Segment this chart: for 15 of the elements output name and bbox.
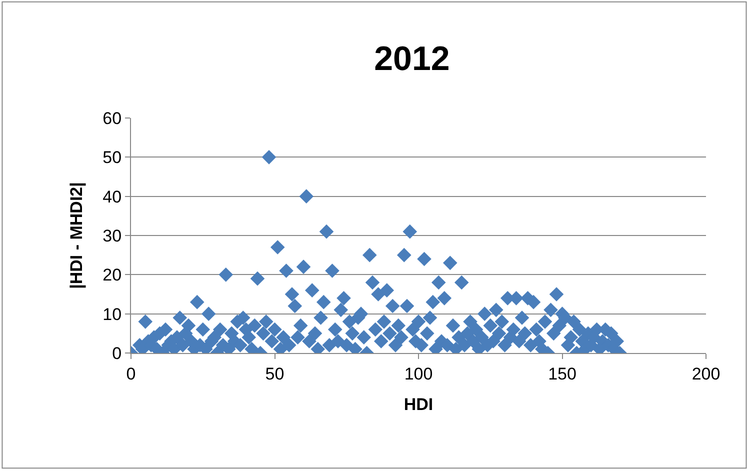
x-tick-label: 0	[126, 364, 136, 384]
y-tick-label: 50	[102, 148, 122, 168]
x-tick-label: 200	[692, 364, 720, 384]
x-axis-title: HDI	[404, 394, 434, 414]
y-axis-title: |HDI - MHDI2|	[67, 182, 86, 289]
y-tick-label: 40	[102, 187, 122, 206]
y-tick-label: 10	[102, 304, 122, 324]
x-tick-label: 50	[265, 364, 284, 384]
chart-title: 2012	[374, 40, 450, 78]
x-tick-label: 100	[404, 364, 433, 384]
y-tick-label: 30	[102, 226, 122, 246]
x-tick-label: 150	[548, 364, 576, 384]
y-tick-label: 60	[102, 108, 122, 128]
y-tick-label: 20	[102, 266, 122, 285]
y-tick-label: 0	[112, 344, 122, 363]
